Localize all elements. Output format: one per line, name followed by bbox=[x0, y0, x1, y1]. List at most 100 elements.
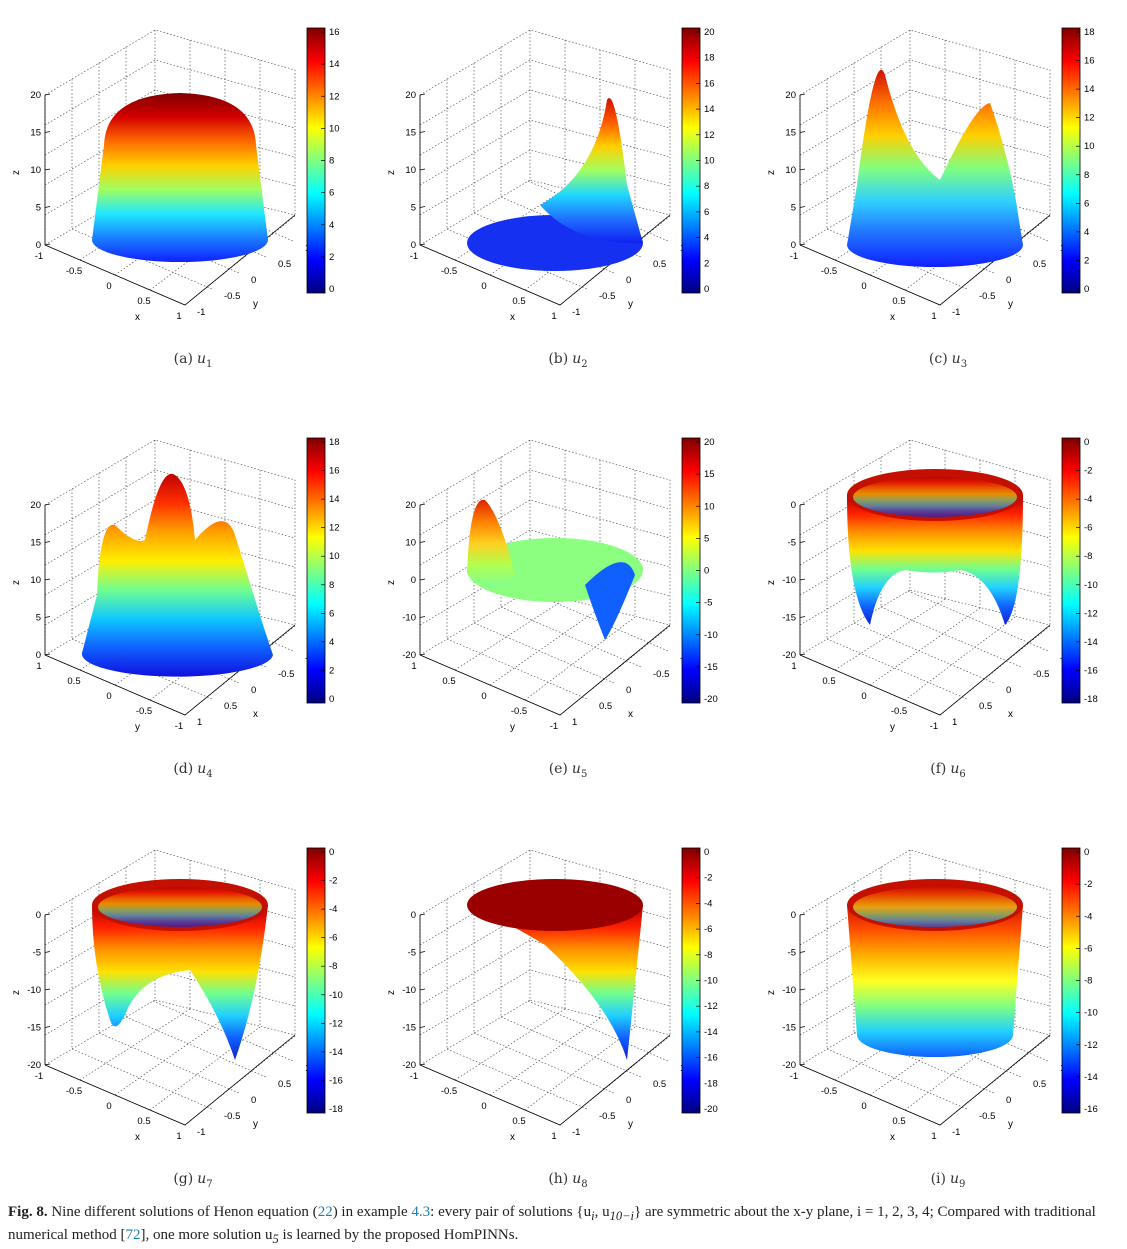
first-axis-tick-label: 1 bbox=[36, 661, 41, 672]
z-tick-label: -5 bbox=[788, 538, 796, 549]
colorbar-tick-label: -16 bbox=[1084, 1104, 1098, 1115]
first-axis-tick-label: 0 bbox=[106, 281, 111, 292]
second-axis-tick-label: 0 bbox=[626, 1095, 631, 1106]
surface-cup3 bbox=[847, 469, 1023, 625]
colorbar-tick-label: 14 bbox=[329, 59, 340, 70]
second-axis-tick-label: 0.5 bbox=[278, 1079, 291, 1090]
first-axis-tick-label: -1 bbox=[930, 721, 938, 732]
z-tick-label: 20 bbox=[30, 90, 41, 101]
first-axis-tick-label: -0.5 bbox=[66, 1086, 82, 1097]
first-axis-label: x bbox=[135, 1132, 140, 1143]
second-axis-tick-label: 1 bbox=[572, 717, 577, 728]
colorbar-tick-label: 14 bbox=[1084, 84, 1095, 95]
colorbar-tick-label: 15 bbox=[704, 469, 715, 480]
z-tick-label: 0 bbox=[411, 910, 416, 921]
colorbar-tick-label: 8 bbox=[329, 580, 334, 591]
first-axis-tick-label: 0.5 bbox=[67, 676, 80, 687]
second-axis-tick-label: -1 bbox=[197, 307, 205, 318]
colorbar-tick-label: -18 bbox=[1084, 694, 1098, 705]
colorbar-tick-label: -2 bbox=[1084, 879, 1092, 890]
z-tick-label: 20 bbox=[30, 500, 41, 511]
first-axis-tick-label: -1 bbox=[35, 251, 43, 262]
caption-text-1: Nine different solutions of Henon equati… bbox=[47, 1204, 318, 1220]
caption-text-5: } are symmetric about the x-y plane, i =… bbox=[8, 1204, 1096, 1243]
colorbar: 0 -2 -4 -6 -8 -10 -12 -14 -16 -18 bbox=[306, 847, 343, 1115]
colorbar-tick-label: 8 bbox=[329, 156, 334, 167]
colorbar-tick-label: 2 bbox=[329, 252, 334, 263]
colorbar-tick-label: 4 bbox=[329, 220, 334, 231]
second-axis-tick-label: 0.5 bbox=[653, 1079, 666, 1090]
subplot-c: 05101520z-1-0.500.51-1-0.500.51xy1816141… bbox=[760, 15, 1127, 410]
z-tick-label: -15 bbox=[402, 1023, 416, 1034]
colorbar-tick-label: 0 bbox=[1084, 437, 1089, 448]
subplot-f: -20-15-10-50z10.50-0.5-110.50-0.5-1yx0-2… bbox=[760, 425, 1127, 820]
colorbar-tick-label: -10 bbox=[329, 990, 343, 1001]
first-axis-tick-label: -1 bbox=[790, 1071, 798, 1082]
subplot-caption: (c) u3 bbox=[760, 351, 1127, 370]
second-axis-tick-label: 0 bbox=[251, 275, 256, 286]
z-tick-label: 0 bbox=[36, 650, 41, 661]
colorbar: 20 15 10 5 0 -5 -10 -15 -20 bbox=[681, 437, 718, 705]
subplot-label: (e) bbox=[548, 761, 568, 777]
first-axis-tick-label: -1 bbox=[410, 1071, 418, 1082]
first-axis-tick-label: 1 bbox=[176, 1131, 181, 1142]
z-tick-label: 15 bbox=[405, 128, 416, 139]
subplot-variable: u8 bbox=[572, 1171, 588, 1190]
colorbar-tick-label: 6 bbox=[329, 188, 334, 199]
first-axis-tick-label: -1 bbox=[410, 251, 418, 262]
example-reference-link[interactable]: 4.3 bbox=[411, 1204, 431, 1220]
citation-reference-link[interactable]: 72 bbox=[125, 1227, 141, 1243]
z-tick-label: 15 bbox=[30, 538, 41, 549]
subplot-variable: u9 bbox=[950, 1171, 966, 1190]
z-tick-label: -15 bbox=[782, 613, 796, 624]
surface-plot-i: -20-15-10-50z-1-0.500.51-1-0.500.51xy0-2… bbox=[766, 847, 1098, 1143]
first-axis-tick-label: 1 bbox=[176, 311, 181, 322]
colorbar-tick-label: 8 bbox=[1084, 170, 1089, 181]
first-axis-label: x bbox=[890, 312, 895, 323]
colorbar: 18 16 14 12 10 8 6 4 2 0 bbox=[306, 437, 340, 705]
z-axis-label: z bbox=[11, 990, 22, 995]
z-tick-label: -10 bbox=[402, 985, 416, 996]
colorbar-tick-label: 2 bbox=[329, 665, 334, 676]
equation-reference-link[interactable]: 22 bbox=[317, 1204, 333, 1220]
surface-cup1 bbox=[467, 879, 643, 1060]
second-axis-tick-label: 0 bbox=[1006, 1095, 1011, 1106]
colorbar-tick-label: 0 bbox=[704, 566, 709, 577]
subplot-variable: u4 bbox=[197, 761, 213, 780]
subplot-h: -20-15-10-50z-1-0.500.51-1-0.500.51xy0-2… bbox=[380, 835, 756, 1230]
z-tick-label: -20 bbox=[27, 1060, 41, 1071]
colorbar-tick-label: -12 bbox=[329, 1018, 343, 1029]
caption-text-7: is learned by the proposed HomPINNs. bbox=[278, 1227, 519, 1243]
subplot-g: -20-15-10-50z-1-0.500.51-1-0.500.51xy0-2… bbox=[5, 835, 381, 1230]
colorbar-tick-label: -10 bbox=[704, 976, 718, 987]
colorbar-tick-label: 12 bbox=[704, 130, 715, 141]
colorbar-tick-label: 5 bbox=[704, 533, 709, 544]
second-axis-tick-label: -1 bbox=[572, 1127, 580, 1138]
colorbar-tick-label: 12 bbox=[329, 91, 340, 102]
second-axis-tick-label: -1 bbox=[572, 307, 580, 318]
colorbar-tick-label: -18 bbox=[704, 1078, 718, 1089]
subplot-variable: u2 bbox=[572, 351, 588, 370]
colorbar-tick-label: 4 bbox=[1084, 227, 1089, 238]
colorbar-tick-label: -16 bbox=[329, 1075, 343, 1086]
second-axis-tick-label: 0 bbox=[626, 275, 631, 286]
z-tick-label: 5 bbox=[36, 203, 41, 214]
subplot-e: -20-1001020z10.50-0.5-110.50-0.5-1yx2015… bbox=[380, 425, 756, 820]
second-axis-label: y bbox=[253, 1119, 258, 1130]
first-axis-tick-label: 0 bbox=[861, 281, 866, 292]
subplot-label: (i) bbox=[930, 1171, 946, 1187]
z-tick-label: -20 bbox=[782, 650, 796, 661]
first-axis-tick-label: 0.5 bbox=[512, 1116, 525, 1127]
colorbar-tick-label: 10 bbox=[329, 123, 340, 134]
first-axis-tick-label: 1 bbox=[551, 311, 556, 322]
second-axis-tick-label: 0.5 bbox=[653, 259, 666, 270]
first-axis-label: y bbox=[135, 722, 140, 733]
second-axis-tick-label: 0.5 bbox=[1033, 259, 1046, 270]
subplot-variable: u6 bbox=[950, 761, 966, 780]
z-axis-label: z bbox=[386, 990, 397, 995]
colorbar-tick-label: -2 bbox=[1084, 466, 1092, 477]
subplot-label: (g) bbox=[173, 1171, 194, 1187]
surface-plot-g: -20-15-10-50z-1-0.500.51-1-0.500.51xy0-2… bbox=[11, 847, 343, 1143]
colorbar-tick-label: 20 bbox=[704, 437, 715, 448]
